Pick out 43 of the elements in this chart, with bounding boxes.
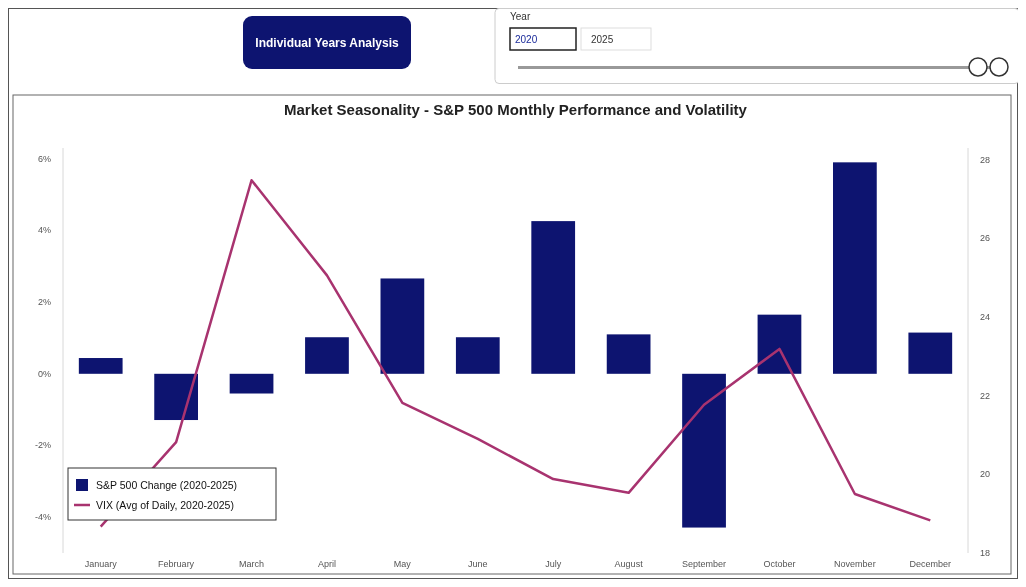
x-tick-label: November: [834, 559, 876, 569]
bar: [154, 373, 198, 421]
y-tick-label: 4%: [37, 225, 51, 236]
text: 2020: [515, 34, 538, 45]
legend-label: S&P 500 Change (2020-2025): [96, 479, 238, 491]
analysis-button: Individual Years Analysis: [243, 16, 411, 69]
text: Year: [510, 11, 531, 22]
bar: [455, 337, 500, 374]
y-tick-label: -4%: [34, 512, 51, 523]
bar: [757, 314, 802, 374]
y2-tick-label: 24: [980, 312, 991, 323]
bar: [531, 221, 576, 374]
y-tick-label: 0%: [37, 368, 51, 379]
x-tick-label: August: [614, 559, 644, 569]
bar: [229, 373, 274, 394]
bar: [833, 162, 877, 374]
bar: [78, 358, 123, 374]
y2-tick-label: 18: [980, 548, 991, 558]
x-tick-label: April: [317, 559, 336, 569]
bar: [908, 332, 953, 374]
x-tick-label: October: [763, 559, 796, 569]
y-tick-label: 2%: [37, 297, 51, 308]
chart-title: Market Seasonality - S&P 500 Monthly Performance and Volatility: [284, 101, 748, 118]
legend-label: VIX (Avg of Daily, 2020-2025): [96, 499, 234, 511]
bar: [305, 337, 349, 374]
x-tick-label: March: [239, 559, 265, 569]
y2-tick-label: 26: [980, 233, 991, 244]
y2-tick-label: 28: [980, 154, 991, 165]
text: 2025: [591, 34, 614, 45]
bar: [606, 334, 651, 374]
bar: [380, 278, 425, 374]
y-tick-label: 6%: [37, 153, 51, 164]
x-tick-label: June: [468, 559, 488, 569]
x-tick-label: May: [393, 559, 412, 569]
x-tick-label: January: [84, 559, 118, 569]
y-tick-label: -2%: [34, 440, 51, 451]
x-tick-label: December: [909, 559, 952, 569]
y2-tick-label: 20: [980, 469, 991, 480]
bar: [682, 373, 726, 528]
y2-tick-label: 22: [980, 390, 991, 401]
x-tick-label: September: [682, 559, 727, 569]
x-tick-label: July: [545, 559, 562, 569]
x-tick-label: February: [158, 559, 195, 569]
